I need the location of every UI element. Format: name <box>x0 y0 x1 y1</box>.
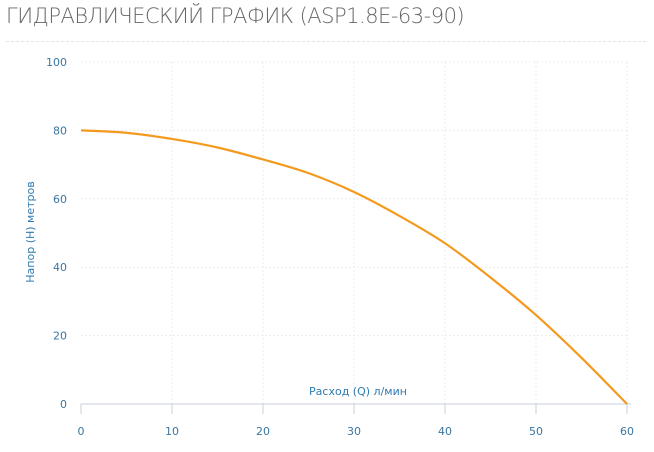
y-tick-label: 100 <box>46 56 67 69</box>
y-tick-label: 40 <box>53 261 67 274</box>
x-tick-label: 10 <box>165 425 179 438</box>
x-tick-label: 40 <box>438 425 452 438</box>
x-tick-label: 50 <box>529 425 543 438</box>
y-tick-label: 0 <box>60 398 67 411</box>
x-axis-label: Расход (Q) л/мин <box>309 385 407 398</box>
x-tick-label: 0 <box>78 425 85 438</box>
y-tick-label: 80 <box>53 124 67 137</box>
x-tick-label: 60 <box>620 425 634 438</box>
y-tick-label: 20 <box>53 330 67 343</box>
page-title: ГИДРАВЛИЧЕСКИЙ ГРАФИК (ASP1.8E-63-90) <box>6 4 465 28</box>
x-tick-label: 30 <box>347 425 361 438</box>
y-tick-label: 60 <box>53 193 67 206</box>
x-tick-label: 20 <box>256 425 270 438</box>
grid <box>81 61 628 404</box>
series <box>80 129 628 405</box>
series-line <box>80 129 628 405</box>
y-axis-label: Напор (H) метров <box>24 181 37 282</box>
axes: 0 20 40 60 80 100 0 10 20 30 40 50 60 <box>46 56 634 438</box>
title-divider <box>6 41 646 42</box>
